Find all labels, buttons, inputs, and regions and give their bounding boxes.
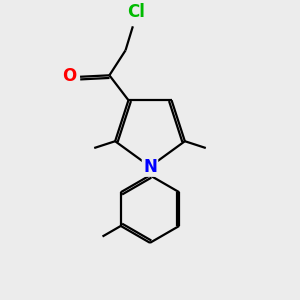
Text: O: O [62, 67, 76, 85]
Text: Cl: Cl [127, 3, 145, 21]
Text: N: N [143, 158, 157, 175]
